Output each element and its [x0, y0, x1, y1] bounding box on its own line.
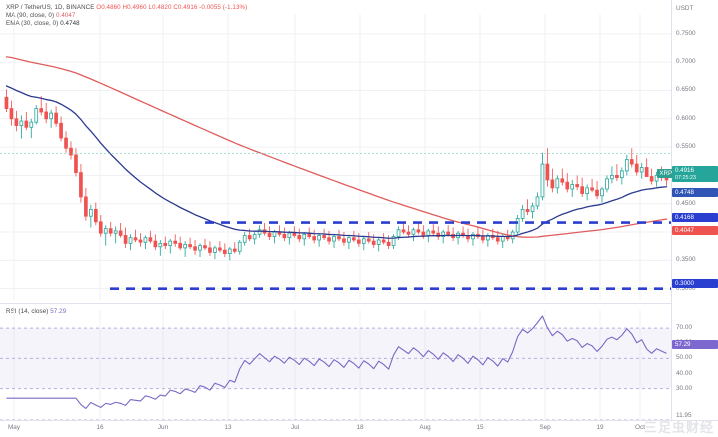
symbol-title: XRP / TetherUS, 1D, BINANCE [6, 4, 95, 11]
rsi-axis-tick: 70.00 [676, 324, 692, 332]
price-axis-tick: 0.6500 [676, 86, 696, 94]
ema-value: 0.4748 [60, 20, 80, 27]
ma-label: MA (90, close, 0) [6, 12, 55, 19]
time-axis-tick: 19 [596, 424, 604, 431]
rsi-value-badge: 57.29 [672, 340, 718, 349]
time-axis-tick: 16 [96, 424, 104, 431]
time-axis-tick: Oct [635, 424, 645, 431]
ema-price-badge: 0.4748 [672, 188, 718, 197]
ohlc-values: O0.4860 H0.4960 L0.4820 C0.4916 -0.0055 … [96, 4, 248, 11]
price-axis-unit: USDT [676, 5, 694, 12]
time-axis-tick: Sep [539, 424, 551, 431]
time-axis-divider [0, 420, 718, 421]
time-axis-tick: 13 [224, 424, 232, 431]
last-price-badge: 0.4916 07:25:23 [672, 166, 718, 182]
ma-price-badge: 0.4047 [672, 226, 718, 235]
time-axis-tick: 18 [356, 424, 364, 431]
rsi-axis-tick: 50.00 [676, 354, 692, 362]
price-axis-tick: 0.3500 [676, 256, 696, 264]
time-axis-tick: Jun [157, 424, 169, 431]
time-axis-tick: May [7, 424, 21, 431]
time-axis-tick: 15 [476, 424, 484, 431]
rsi-axis-tick: 11.95 [676, 412, 692, 419]
price-axis-tick: 0.5500 [676, 143, 696, 151]
chart-legend-main: XRP / TetherUS, 1D, BINANCE O0.4860 H0.4… [6, 4, 247, 12]
rsi-value: 57.29 [50, 308, 67, 315]
rsi-label: RSI (14, close) [6, 308, 49, 315]
price-axis-tick: 0.4500 [676, 199, 696, 207]
time-axis-tick: Jul [290, 424, 300, 431]
rsi-axis-tick: 40.00 [676, 369, 692, 377]
price-axis-tick: 0.6000 [676, 114, 696, 122]
last-price-time: 07:25:23 [675, 175, 696, 181]
rsi-axis-tick: 30.00 [676, 384, 692, 392]
last-price-value: 0.4916 [675, 167, 694, 174]
ma-value: 0.4047 [55, 12, 76, 19]
chart-legend-rsi: RSI (14, close) 57.29 [6, 308, 66, 316]
price-axis-divider [671, 0, 672, 421]
support-price-badge: 0.3000 [672, 279, 718, 288]
price-axis-tick: 0.7000 [676, 58, 696, 66]
resistance-price-badge: 0.4168 [672, 213, 718, 222]
ema-label: EMA (30, close, 0) [6, 20, 59, 27]
price-axis-tick: 0.3000 [676, 284, 696, 292]
chart-legend-ma: MA (90, close, 0) 0.4047 [6, 12, 75, 20]
time-axis[interactable]: May 16 Jun 13 Jul 18 Aug 15 Sep 19 Oct [0, 421, 672, 437]
time-axis-tick: Aug [419, 424, 431, 431]
chart-legend-ema: EMA (30, close, 0) 0.4748 [6, 20, 80, 28]
price-axis-tick: 0.7500 [676, 29, 696, 37]
site-watermark: 三足虫财经 [643, 420, 714, 435]
pane-divider [0, 303, 671, 304]
